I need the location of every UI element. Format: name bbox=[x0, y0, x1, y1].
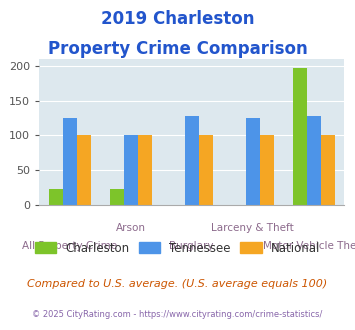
Bar bbox=[260, 135, 274, 205]
Bar bbox=[293, 68, 307, 205]
Text: 2019 Charleston: 2019 Charleston bbox=[101, 10, 254, 28]
Bar bbox=[185, 116, 199, 205]
Bar bbox=[124, 135, 138, 205]
Bar bbox=[110, 189, 124, 205]
Text: Property Crime Comparison: Property Crime Comparison bbox=[48, 40, 307, 58]
Text: Compared to U.S. average. (U.S. average equals 100): Compared to U.S. average. (U.S. average … bbox=[27, 279, 328, 289]
Bar bbox=[199, 135, 213, 205]
Bar bbox=[246, 118, 260, 205]
Text: All Property Crime: All Property Crime bbox=[22, 241, 117, 251]
Text: Arson: Arson bbox=[116, 223, 146, 233]
Text: © 2025 CityRating.com - https://www.cityrating.com/crime-statistics/: © 2025 CityRating.com - https://www.city… bbox=[32, 310, 323, 319]
Text: Larceny & Theft: Larceny & Theft bbox=[211, 223, 294, 233]
Bar bbox=[62, 118, 77, 205]
Bar bbox=[321, 135, 335, 205]
Bar bbox=[77, 135, 91, 205]
Text: Motor Vehicle Theft: Motor Vehicle Theft bbox=[263, 241, 355, 251]
Bar bbox=[307, 116, 321, 205]
Bar bbox=[49, 189, 62, 205]
Text: Burglary: Burglary bbox=[169, 241, 214, 251]
Legend: Charleston, Tennessee, National: Charleston, Tennessee, National bbox=[30, 237, 325, 259]
Bar bbox=[138, 135, 152, 205]
